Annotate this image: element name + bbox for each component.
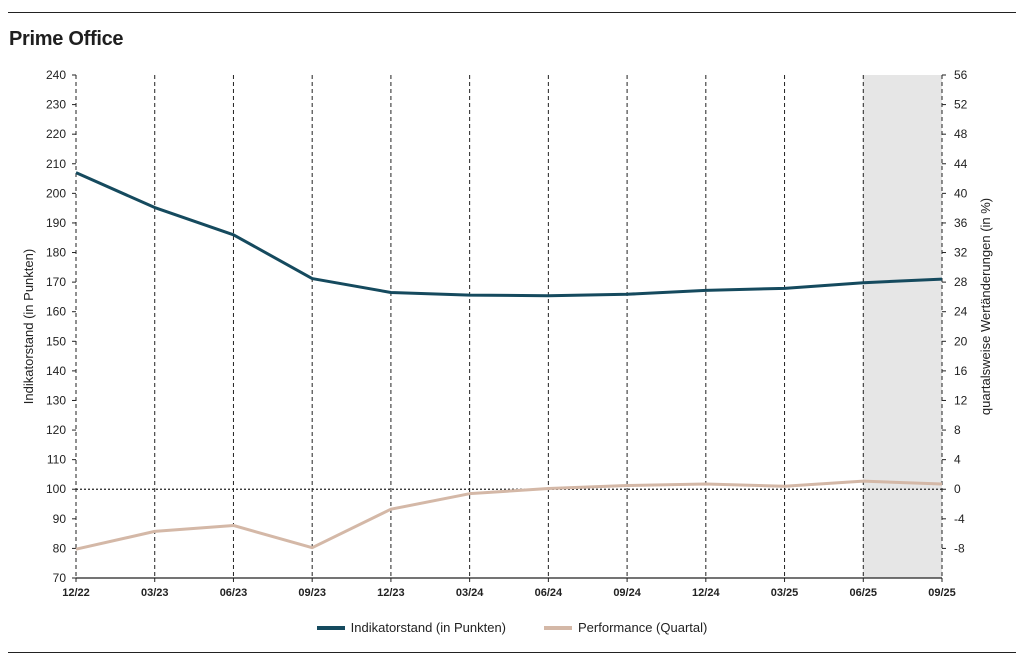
y-tick-label-200: 200	[46, 186, 66, 200]
y2-tick-label-10: 32	[954, 246, 968, 260]
x-tick-label-06-24: 06/24	[535, 587, 563, 599]
x-tick-label-06-23: 06/23	[220, 587, 248, 599]
y2-tick-label-4: 8	[954, 423, 961, 437]
y-tick-label-240: 240	[46, 68, 66, 82]
y-tick-label-90: 90	[53, 512, 67, 526]
series-line-performance	[75, 479, 943, 551]
x-tick-label-09-24: 09/24	[613, 587, 641, 599]
bottom-rule	[8, 652, 1016, 653]
y-tick-label-130: 130	[46, 393, 66, 407]
y2-tick-label-2: 0	[954, 482, 961, 496]
y2-tick-label-3: 4	[954, 453, 961, 467]
y-tick-label-220: 220	[46, 127, 66, 141]
x-tick-label-12-23: 12/23	[377, 587, 405, 599]
y2-tick-label-13: 44	[954, 157, 968, 171]
shaded-region	[863, 75, 942, 578]
y-tick-label-180: 180	[46, 246, 66, 260]
y2-tick-label-1: -4	[954, 512, 965, 526]
legend: Indikatorstand (in Punkten) Performance …	[0, 620, 1024, 635]
chart: 7080901001101201301401501601701801902002…	[21, 68, 993, 599]
legend-label-performance: Performance (Quartal)	[578, 620, 708, 635]
y-tick-label-70: 70	[53, 571, 67, 585]
y2-tick-label-15: 52	[954, 98, 968, 112]
legend-item-performance: Performance (Quartal)	[544, 620, 707, 635]
y-tick-label-160: 160	[46, 305, 66, 319]
x-tick-label-06-25: 06/25	[850, 587, 878, 599]
y-axis-title: Indikatorstand (in Punkten)	[21, 249, 36, 404]
legend-item-indikatorstand: Indikatorstand (in Punkten)	[316, 620, 507, 635]
x-tick-label-12-22: 12/22	[62, 587, 90, 599]
y-tick-label-120: 120	[46, 423, 66, 437]
y-tick-label-170: 170	[46, 275, 66, 289]
y-tick-label-80: 80	[53, 541, 67, 555]
y-tick-label-210: 210	[46, 157, 66, 171]
series-line-indikatorstand	[75, 171, 943, 298]
y-tick-label-110: 110	[47, 453, 66, 467]
y2-tick-label-0: -8	[954, 541, 965, 555]
legend-swatch-indikatorstand	[316, 625, 345, 630]
y2-tick-label-9: 28	[954, 275, 968, 289]
x-tick-label-09-23: 09/23	[298, 587, 326, 599]
chart-title: Prime Office	[9, 28, 124, 50]
y2-tick-label-6: 16	[954, 364, 968, 378]
y2-tick-label-12: 40	[954, 186, 968, 200]
x-tick-label-03-24: 03/24	[456, 587, 484, 599]
y2-axis-title: quartalsweise Wertänderungen (in %)	[978, 198, 993, 415]
x-tick-label-03-25: 03/25	[771, 587, 799, 599]
x-tick-label-12-24: 12/24	[692, 587, 720, 599]
legend-label-indikatorstand: Indikatorstand (in Punkten)	[350, 620, 507, 635]
y-tick-label-150: 150	[46, 334, 66, 348]
legend-swatch-performance	[544, 625, 573, 630]
y2-tick-label-7: 20	[954, 334, 968, 348]
y-tick-label-230: 230	[46, 98, 66, 112]
y2-tick-label-8: 24	[954, 305, 968, 319]
y-tick-label-190: 190	[46, 216, 66, 230]
y2-tick-label-14: 48	[954, 127, 968, 141]
top-rule	[8, 12, 1016, 13]
x-tick-label-03-23: 03/23	[141, 587, 169, 599]
y-tick-label-140: 140	[46, 364, 66, 378]
y2-tick-label-11: 36	[954, 216, 968, 230]
y2-tick-label-5: 12	[954, 393, 968, 407]
x-tick-label-09-25: 09/25	[928, 587, 956, 599]
y-tick-label-100: 100	[46, 482, 66, 496]
y2-tick-label-16: 56	[954, 68, 968, 82]
